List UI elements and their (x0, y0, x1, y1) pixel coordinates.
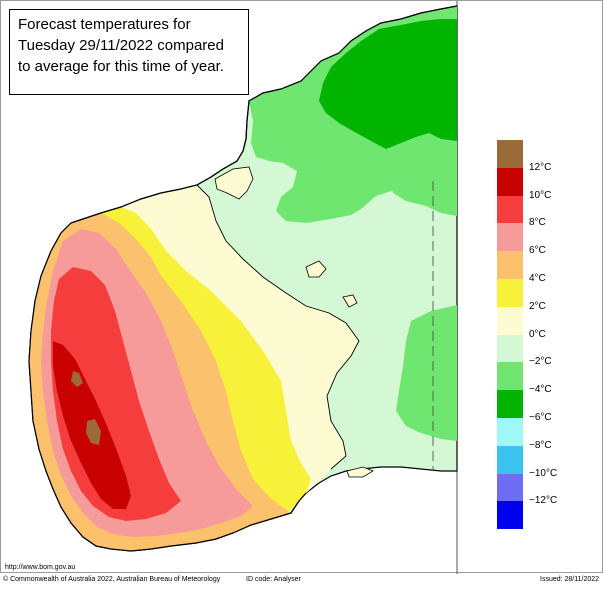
temperature-anomaly-map (28, 1, 458, 574)
legend-swatch (497, 306, 523, 335)
legend-swatch (497, 501, 523, 530)
contour-small-2 (342, 294, 358, 308)
footer-bar: © Commonwealth of Australia 2022, Austra… (0, 576, 604, 588)
legend-tick-label: 10°C (529, 189, 552, 201)
map-frame (0, 0, 603, 574)
legend-swatch (497, 195, 523, 224)
legend-tick-label: 8°C (529, 217, 546, 229)
legend-tick-label: 0°C (529, 328, 546, 340)
color-legend: 12°C 10°C 8°C 6°C 4°C 2°C 0°C −2°C −4°C −6°C −8°C −… (497, 140, 597, 530)
id-code-text: ID code: Analyser (246, 576, 301, 583)
issued-date-text: Issued: 28/11/2022 (540, 576, 600, 583)
region-minus4-east-small (393, 171, 457, 216)
legend-swatch (497, 140, 523, 168)
contour-small-1 (305, 260, 327, 278)
legend-tick-label: −8°C (529, 439, 552, 451)
legend-swatch (497, 418, 523, 446)
legend-tick-label: 6°C (529, 245, 546, 257)
contour-zero (196, 184, 360, 470)
legend-swatch (497, 445, 523, 474)
region-twelve (86, 419, 101, 445)
title-line-2: Tuesday 29/11/2022 compared (18, 37, 224, 54)
legend-tick-label: −12°C (529, 495, 558, 507)
legend-swatch (497, 473, 523, 502)
region-minus4-east (396, 305, 457, 441)
copyright-text: © Commonwealth of Australia 2022, Austra… (3, 576, 221, 583)
title-line-3: to average for this time of year. (18, 58, 224, 75)
legend-tick-label: 4°C (529, 273, 546, 284)
region-twelve-b (71, 371, 83, 387)
legend-swatch (497, 334, 523, 363)
legend-tick-label: −2°C (529, 356, 552, 368)
legend-swatch (497, 362, 523, 391)
region-minus6-north (319, 19, 457, 149)
legend-tick-label: 12°C (529, 161, 552, 173)
legend-swatch (497, 251, 523, 280)
legend-swatch (497, 279, 523, 307)
map-title-box: Forecast temperatures for Tuesday 29/11/… (9, 9, 249, 95)
legend-tick-label: −4°C (529, 384, 552, 396)
legend-swatch (497, 390, 523, 419)
coastline (28, 5, 458, 552)
legend-tick-label: −10°C (529, 467, 558, 479)
legend-tick-label: 2°C (529, 300, 546, 312)
source-url[interactable]: http://www.bom.gov.au (5, 564, 76, 571)
region-zero-small (214, 166, 254, 200)
legend-swatch (497, 167, 523, 196)
legend-tick-label: −6°C (529, 412, 552, 423)
contour-small-3 (346, 466, 374, 478)
legend-swatch (497, 223, 523, 252)
title-line-1: Forecast temperatures for (18, 16, 191, 33)
